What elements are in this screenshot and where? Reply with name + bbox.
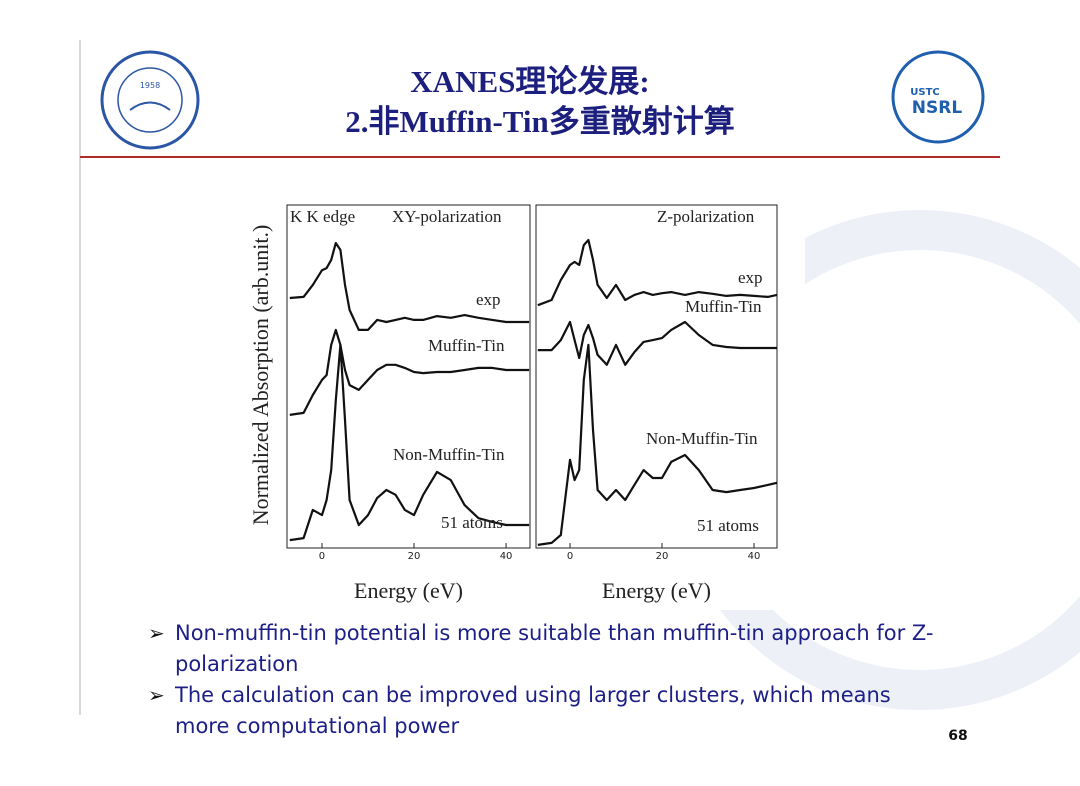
spectrum-line <box>537 343 778 546</box>
figure-background <box>208 160 805 610</box>
annotation: XY-polarization <box>392 207 502 226</box>
x-tick-label: 0 <box>319 551 325 562</box>
series-label: Muffin-Tin <box>685 297 762 316</box>
spectrum-line <box>289 343 530 542</box>
spectrum-line <box>289 242 530 331</box>
y-axis-label: Normalized Absorption (arb.unit.) <box>248 225 273 526</box>
logo-year: 1958 <box>140 81 160 90</box>
x-axis-label: Energy (eV) <box>354 578 463 603</box>
series-label: exp <box>476 290 501 309</box>
bullet-list: Non-muffin-tin potential is more suitabl… <box>148 618 938 742</box>
logo-book <box>129 101 171 111</box>
annotation: 51 atoms <box>697 516 759 535</box>
page-number: 68 <box>948 728 967 744</box>
logo-right: USTC NSRL <box>891 50 985 144</box>
plot-frame <box>535 204 778 549</box>
x-tick-label: 0 <box>567 551 573 562</box>
series-label: Muffin-Tin <box>428 336 505 355</box>
bullet: The calculation can be improved using la… <box>148 680 938 742</box>
annotation: K K edge <box>290 207 355 226</box>
series-label: Non-Muffin-Tin <box>393 445 505 464</box>
logo-ring <box>891 50 985 144</box>
spectrum-line <box>537 238 778 307</box>
title-line1: XANES理论发展: <box>410 64 649 99</box>
logo-ring <box>100 50 200 150</box>
spectrum-line <box>289 328 530 416</box>
series-label: Non-Muffin-Tin <box>646 429 758 448</box>
logo-ring <box>117 67 183 133</box>
plot-frame <box>286 204 531 549</box>
logo-bottom: NSRL <box>912 98 963 118</box>
annotation: Z-polarization <box>657 207 755 226</box>
x-tick-label: 40 <box>500 551 513 562</box>
bullet: Non-muffin-tin potential is more suitabl… <box>148 618 938 680</box>
spectrum-line <box>537 320 777 366</box>
x-tick-label: 40 <box>748 551 761 562</box>
x-tick-label: 20 <box>408 551 421 562</box>
x-axis-label: Energy (eV) <box>602 578 711 603</box>
x-tick-label: 20 <box>656 551 669 562</box>
logo-left: 1958 <box>100 50 200 150</box>
logo-top: USTC <box>910 87 939 98</box>
series-label: exp <box>738 268 763 287</box>
title-line2: 2.非Muffin-Tin多重散射计算 <box>345 104 735 139</box>
annotation: 51 atoms <box>441 513 503 532</box>
